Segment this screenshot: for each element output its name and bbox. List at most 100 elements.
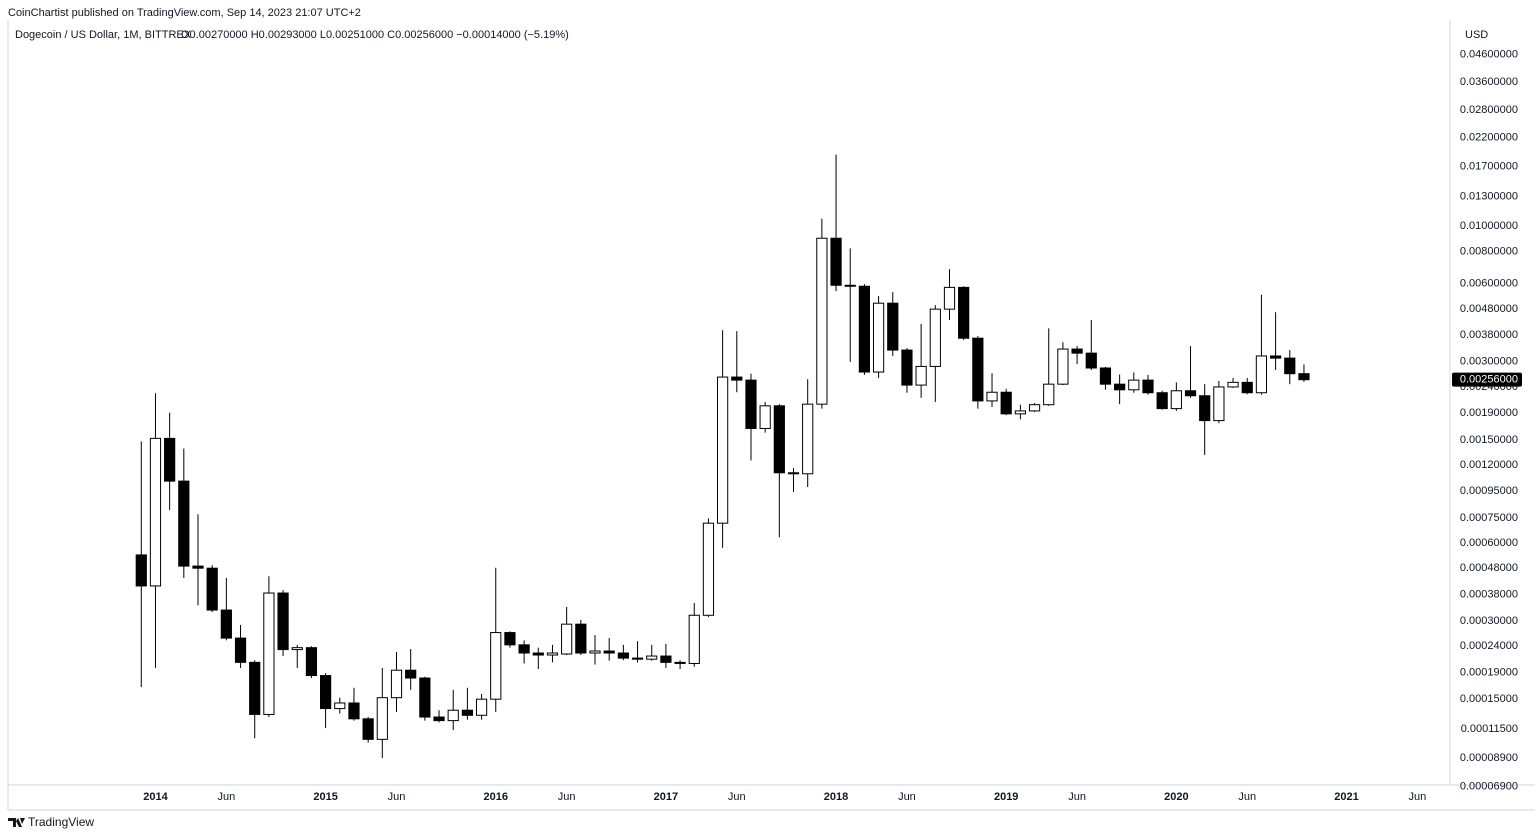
candle-body bbox=[405, 669, 417, 679]
candle-body bbox=[490, 632, 502, 700]
candle-body bbox=[263, 592, 275, 715]
candle-body bbox=[717, 376, 729, 524]
candle-body bbox=[249, 661, 261, 715]
candle-body bbox=[1241, 381, 1253, 394]
candle-body bbox=[1284, 357, 1296, 375]
candle-body bbox=[561, 623, 573, 655]
y-tick-label: 0.00038000 bbox=[1460, 588, 1518, 600]
ohlc-legend: O0.00270000 H0.00293000 L0.00251000 C0.0… bbox=[181, 29, 569, 41]
price-label: 0.00256000 bbox=[1460, 374, 1518, 386]
candle-body bbox=[858, 285, 871, 373]
y-tick-label: 0.00008900 bbox=[1460, 752, 1518, 764]
candle-body bbox=[660, 655, 672, 663]
candle-body bbox=[504, 632, 516, 646]
y-tick-label: 0.00011500 bbox=[1461, 723, 1518, 735]
x-tick-label: Jun bbox=[1409, 791, 1427, 803]
candle-body bbox=[972, 337, 984, 402]
candle-body bbox=[178, 480, 190, 567]
candle-body bbox=[1099, 367, 1112, 385]
publisher-note: CoinChartist published on TradingView.co… bbox=[8, 7, 361, 19]
y-tick-label: 0.00030000 bbox=[1460, 615, 1518, 627]
candle-body bbox=[220, 609, 232, 639]
chart-title: Dogecoin / US Dollar, 1M, BITTREX bbox=[15, 29, 192, 41]
candle-body bbox=[234, 637, 247, 663]
y-tick-label: 0.00019000 bbox=[1460, 666, 1518, 678]
candle-body bbox=[802, 403, 814, 475]
candle-body bbox=[532, 652, 544, 656]
y-tick-label: 0.00190000 bbox=[1460, 407, 1518, 419]
x-tick-label: Jun bbox=[388, 791, 406, 803]
candle-body bbox=[1000, 391, 1012, 415]
y-tick-label: 0.00600000 bbox=[1460, 278, 1518, 290]
x-tick-label: Jun bbox=[898, 791, 916, 803]
candle-body bbox=[1114, 383, 1126, 391]
candle-body bbox=[929, 308, 941, 367]
candle-body bbox=[731, 376, 743, 381]
candle-body bbox=[447, 709, 459, 722]
candle-body bbox=[631, 657, 644, 660]
x-tick-label: Jun bbox=[558, 791, 576, 803]
y-tick-label: 0.02200000 bbox=[1460, 131, 1518, 143]
candle-body bbox=[1028, 404, 1041, 412]
candle-body bbox=[1255, 355, 1268, 394]
x-tick-label: 2014 bbox=[143, 791, 168, 803]
x-tick-label: 2015 bbox=[313, 791, 337, 803]
candle-body bbox=[773, 405, 785, 474]
y-axis-label: USD bbox=[1465, 29, 1488, 41]
candle-body bbox=[702, 522, 715, 616]
candle-body bbox=[305, 647, 318, 677]
candle-body bbox=[688, 614, 700, 664]
y-tick-label: 0.01000000 bbox=[1460, 220, 1518, 232]
y-tick-label: 0.01700000 bbox=[1460, 160, 1518, 172]
y-tick-label: 0.03600000 bbox=[1460, 76, 1518, 88]
candle-body bbox=[376, 697, 388, 740]
x-tick-label: 2021 bbox=[1334, 791, 1358, 803]
candle-body bbox=[1269, 355, 1282, 359]
y-tick-label: 0.00015000 bbox=[1460, 693, 1518, 705]
y-tick-label: 0.00150000 bbox=[1460, 434, 1518, 446]
candle-body bbox=[149, 437, 162, 587]
x-tick-label: Jun bbox=[217, 791, 235, 803]
x-tick-label: 2018 bbox=[824, 791, 848, 803]
candle-body bbox=[646, 655, 658, 660]
candle-body bbox=[334, 702, 346, 710]
candle-body bbox=[192, 565, 204, 569]
candle-body bbox=[1085, 352, 1097, 369]
candle-body bbox=[787, 472, 800, 475]
x-tick-label: 2017 bbox=[654, 791, 678, 803]
candle-body bbox=[390, 669, 403, 699]
candle-body bbox=[603, 650, 615, 654]
x-tick-label: Jun bbox=[728, 791, 746, 803]
y-tick-label: 0.00380000 bbox=[1460, 329, 1518, 341]
y-tick-label: 0.00800000 bbox=[1460, 245, 1518, 257]
x-tick-label: Jun bbox=[1238, 791, 1256, 803]
candle-body bbox=[915, 365, 927, 386]
candle-body bbox=[277, 592, 289, 651]
candle-body bbox=[419, 677, 431, 718]
candle-body bbox=[617, 652, 629, 659]
candle-body bbox=[320, 675, 332, 710]
y-tick-label: 0.00095000 bbox=[1460, 485, 1518, 497]
y-tick-label: 0.02800000 bbox=[1460, 104, 1518, 116]
footer-brand: TradingView bbox=[28, 815, 94, 829]
candle-body bbox=[901, 349, 913, 386]
candle-body bbox=[135, 554, 147, 587]
y-tick-label: 0.01300000 bbox=[1460, 191, 1518, 203]
price-label-box bbox=[1452, 372, 1522, 387]
y-tick-label: 0.00048000 bbox=[1460, 562, 1518, 574]
y-tick-label: 0.00006900 bbox=[1460, 781, 1518, 793]
candle-body bbox=[745, 379, 757, 429]
candle-body bbox=[1128, 379, 1140, 391]
candle-body bbox=[433, 716, 445, 722]
candle-body bbox=[291, 647, 303, 651]
y-tick-label: 0.00024000 bbox=[1460, 640, 1518, 652]
y-tick-label: 0.00480000 bbox=[1460, 303, 1518, 315]
candle-body bbox=[348, 702, 360, 720]
candle-body bbox=[1213, 386, 1225, 422]
candle-body bbox=[958, 286, 970, 339]
candle-body bbox=[475, 698, 488, 716]
candle-body bbox=[887, 302, 899, 351]
x-tick-label: 2016 bbox=[484, 791, 508, 803]
x-tick-label: Jun bbox=[1068, 791, 1086, 803]
